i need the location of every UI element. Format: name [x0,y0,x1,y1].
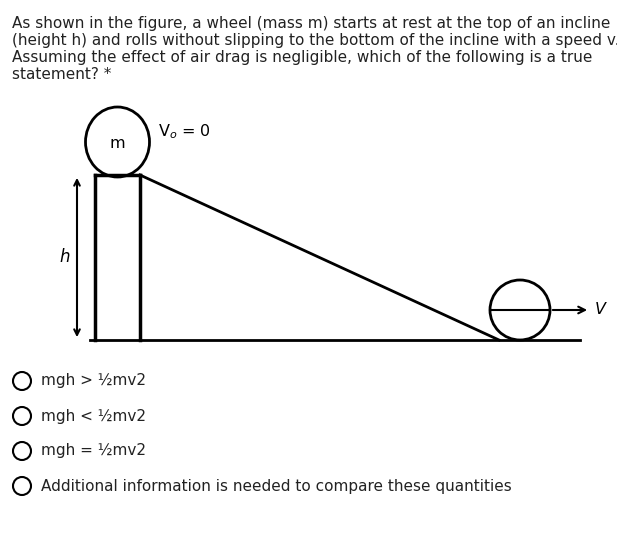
Text: Assuming the effect of air drag is negligible, which of the following is a true: Assuming the effect of air drag is negli… [12,50,592,65]
Text: mgh < ½mv2: mgh < ½mv2 [41,409,146,423]
Text: V$_o$ = 0: V$_o$ = 0 [157,122,210,141]
Text: statement? *: statement? * [12,67,112,82]
Text: m: m [110,137,125,151]
Text: mgh > ½mv2: mgh > ½mv2 [41,374,146,388]
Text: h: h [60,249,70,267]
Text: mgh = ½mv2: mgh = ½mv2 [41,443,146,459]
Text: V: V [595,302,606,318]
Text: (height h) and rolls without slipping to the bottom of the incline with a speed : (height h) and rolls without slipping to… [12,33,617,48]
Text: As shown in the figure, a wheel (mass m) starts at rest at the top of an incline: As shown in the figure, a wheel (mass m)… [12,16,610,31]
Text: Additional information is needed to compare these quantities: Additional information is needed to comp… [41,479,511,493]
